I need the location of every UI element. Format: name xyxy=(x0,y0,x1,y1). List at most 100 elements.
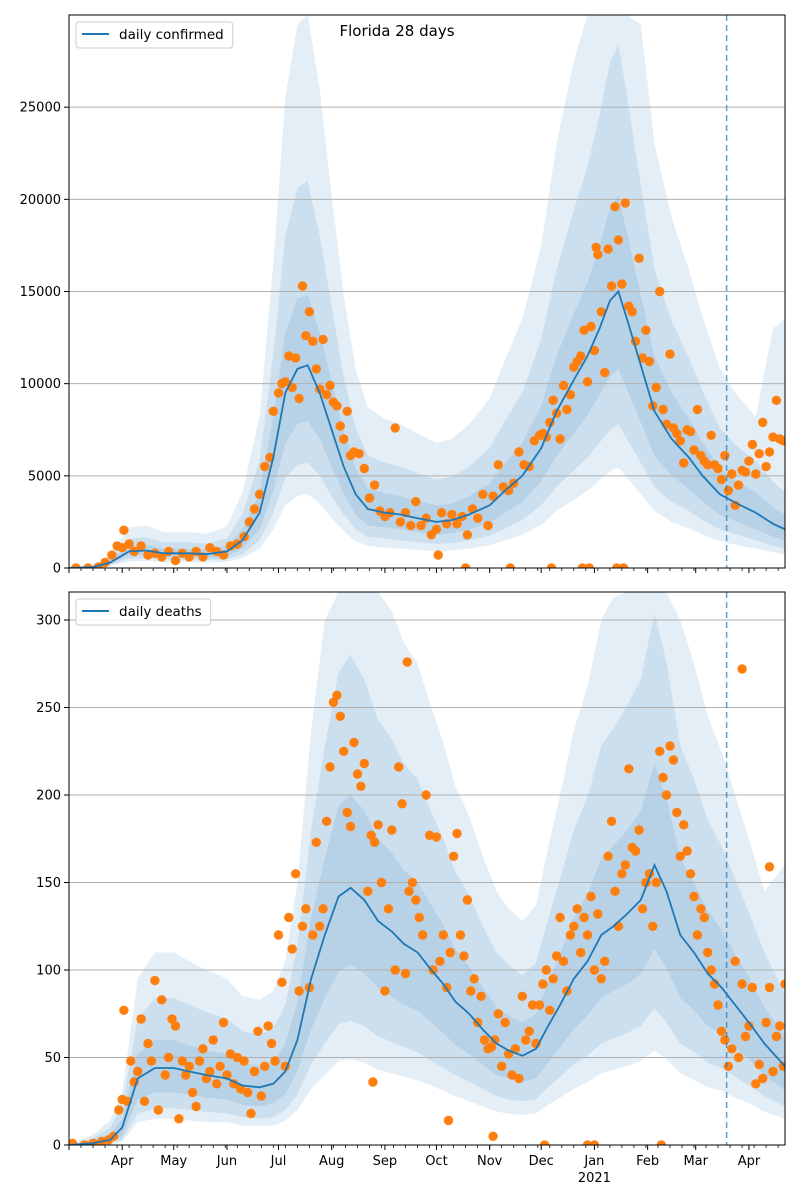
bot-data-point xyxy=(301,904,311,914)
top-data-point xyxy=(452,519,462,529)
bot-data-point xyxy=(775,1021,785,1031)
bot-data-point xyxy=(527,1000,538,1010)
bot-data-point xyxy=(143,1038,153,1049)
bot-data-point xyxy=(565,930,576,940)
top-ytick-label: 20000 xyxy=(20,193,61,208)
bot-data-point xyxy=(551,951,562,961)
bot-data-point xyxy=(600,956,610,966)
top-data-point xyxy=(758,417,768,428)
bot-ytick-label: 150 xyxy=(36,876,61,891)
top-data-point xyxy=(591,242,601,252)
top-data-point xyxy=(620,198,630,208)
top-data-point xyxy=(354,449,364,459)
top-data-point xyxy=(603,244,613,254)
bot-data-point xyxy=(418,930,428,940)
bot-data-point xyxy=(754,1059,764,1070)
bot-data-point xyxy=(452,828,462,839)
bot-data-point xyxy=(126,1056,136,1066)
top-data-point xyxy=(254,489,265,499)
bot-data-point xyxy=(500,1017,510,1028)
bot-data-point xyxy=(387,825,397,835)
top-data-point xyxy=(436,508,447,518)
top-data-point xyxy=(771,395,782,405)
bot-data-point xyxy=(589,965,600,975)
bot-data-point xyxy=(160,1070,170,1080)
bot-data-point xyxy=(253,1026,263,1037)
top-data-point xyxy=(565,390,576,400)
bot-data-point xyxy=(737,979,747,989)
top-data-point xyxy=(136,541,146,551)
top-ytick-label: 5000 xyxy=(28,469,61,484)
bot-data-point xyxy=(545,1005,555,1015)
top-data-point xyxy=(297,281,308,291)
bot-data-point xyxy=(771,1031,782,1042)
bot-data-point xyxy=(380,986,390,996)
bot-data-point xyxy=(335,711,345,721)
bot-data-point xyxy=(308,930,318,940)
top-data-point xyxy=(505,563,515,568)
top-data-point xyxy=(260,461,270,472)
bot-data-point xyxy=(270,1056,280,1066)
bot-xtick-label: Oct xyxy=(425,1154,447,1169)
bot-data-point xyxy=(730,956,740,966)
bot-data-point xyxy=(624,764,634,774)
bot-data-point xyxy=(263,1021,273,1031)
top-data-point xyxy=(562,404,572,415)
top-data-point xyxy=(478,489,488,499)
top-data-point xyxy=(117,543,127,553)
top-data-point xyxy=(107,550,117,560)
top-data-point xyxy=(679,458,689,468)
bot-ytick-label: 0 xyxy=(53,1139,61,1154)
top-data-point xyxy=(658,404,668,415)
top-data-point xyxy=(685,426,696,437)
bot-data-point xyxy=(579,912,589,923)
bot-data-point xyxy=(706,965,716,975)
top-data-point xyxy=(761,461,771,472)
bot-data-point xyxy=(174,1114,184,1124)
bot-data-point xyxy=(510,1044,521,1054)
top-data-point xyxy=(610,202,620,212)
top-data-point xyxy=(321,390,332,400)
bot-data-point xyxy=(606,816,617,826)
top-data-point xyxy=(713,463,723,474)
bot-data-point xyxy=(558,956,569,966)
bot-data-point xyxy=(407,877,418,888)
bot-xtick-label: Jun xyxy=(216,1154,237,1169)
top-data-point xyxy=(335,421,345,431)
top-data-point xyxy=(280,377,290,387)
bot-data-point xyxy=(459,951,469,961)
bot-data-point xyxy=(521,1035,531,1045)
bot-data-point xyxy=(435,956,445,966)
bot-data-point xyxy=(277,977,287,987)
top-data-point xyxy=(473,513,483,523)
top-data-point xyxy=(431,524,442,534)
top-ytick-label: 0 xyxy=(53,562,61,577)
deaths-axis-ticks: 0 50 100 150 200 250 300 Apr May Jun Jul Aug Sep Oct N… xyxy=(36,614,779,1169)
top-data-point xyxy=(586,321,596,332)
bot-data-point xyxy=(366,830,376,840)
bot-data-point xyxy=(69,1138,78,1145)
bot-ytick-label: 300 xyxy=(36,614,61,629)
top-data-point xyxy=(703,460,713,470)
top-data-point xyxy=(205,543,215,553)
bot-data-point xyxy=(218,1017,229,1028)
bot-data-point xyxy=(637,904,648,914)
top-data-point xyxy=(359,463,369,474)
bot-data-point xyxy=(740,1031,751,1042)
top-data-point xyxy=(665,349,675,359)
bot-data-point xyxy=(187,1087,198,1098)
deaths-line xyxy=(69,862,785,1145)
bot-data-point xyxy=(445,947,455,958)
bot-data-point xyxy=(373,820,383,830)
bot-data-point xyxy=(620,860,630,870)
bot-xtick-label: Apr xyxy=(738,1154,761,1169)
bot-data-point xyxy=(524,1026,534,1037)
top-data-point xyxy=(483,520,493,531)
bot-data-point xyxy=(332,690,342,700)
bot-data-point xyxy=(273,930,284,940)
bot-data-point xyxy=(651,877,661,888)
bot-data-point xyxy=(256,1091,266,1101)
bot-data-point xyxy=(311,837,321,847)
bot-data-point xyxy=(486,1042,497,1052)
top-series-line xyxy=(69,289,785,568)
